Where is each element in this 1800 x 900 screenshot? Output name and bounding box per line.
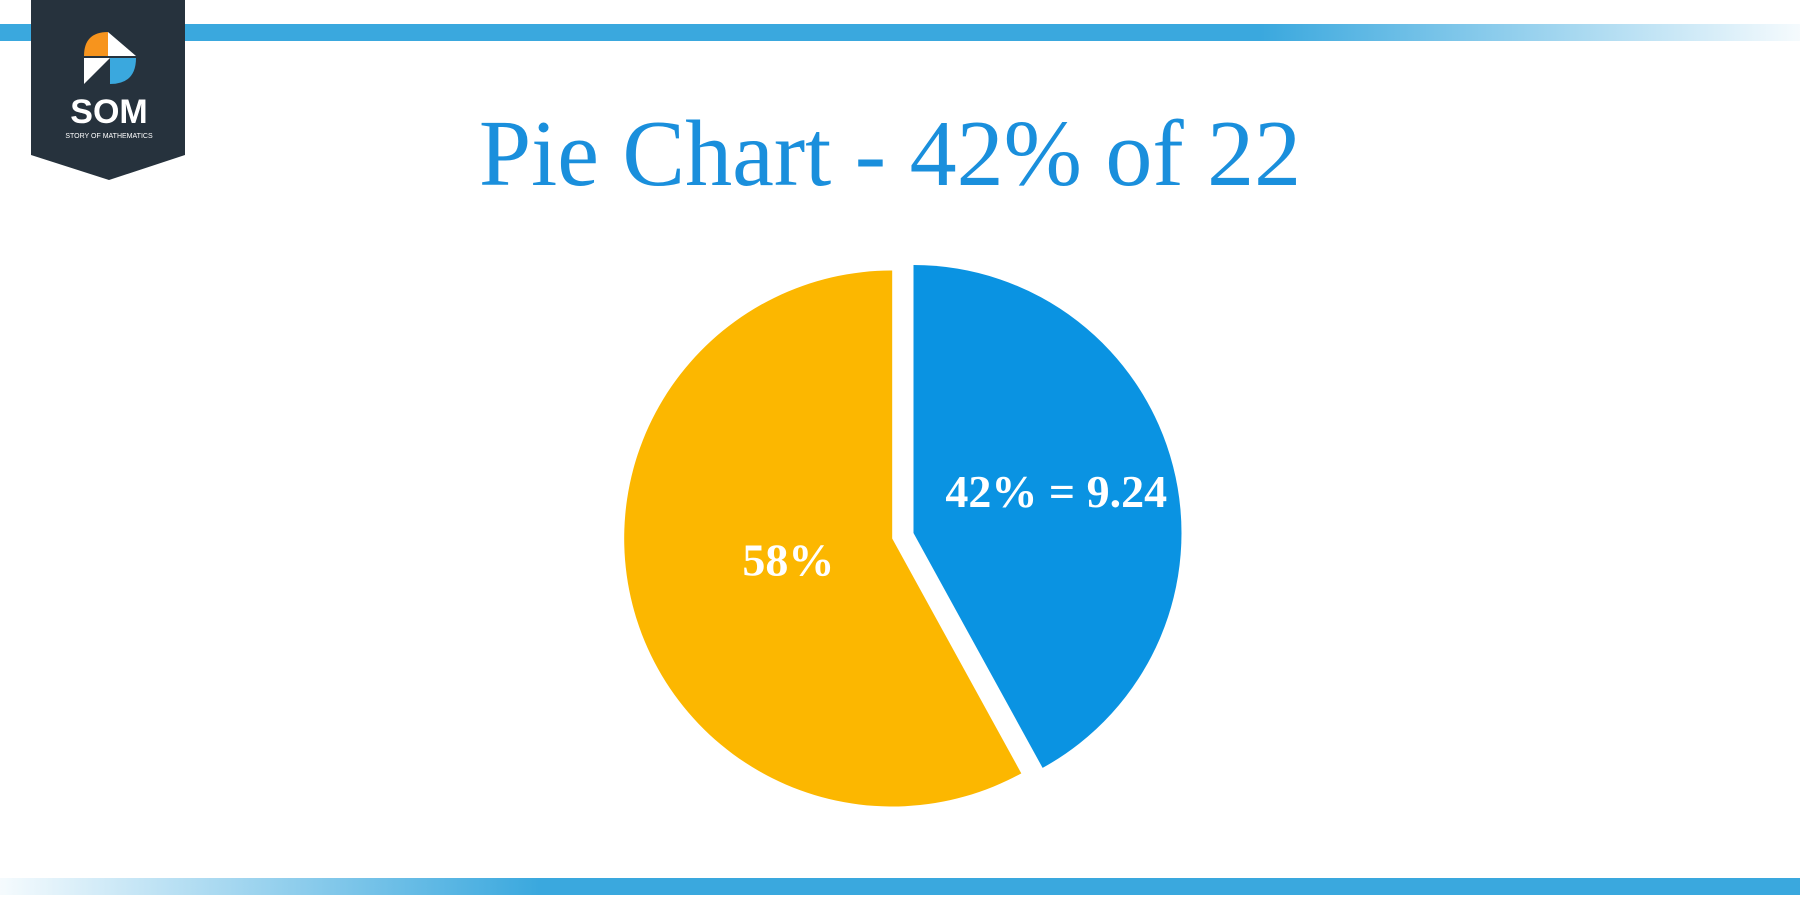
logo-tagline: STORY OF MATHEMATICS <box>65 133 153 140</box>
logo-shape <box>84 32 108 56</box>
logo-shape <box>84 58 110 84</box>
logo: SOM STORY OF MATHEMATICS <box>31 0 185 180</box>
value-label: 58% <box>742 535 834 586</box>
logo-shape <box>110 58 136 84</box>
logo-name: SOM <box>70 93 147 131</box>
top-bar <box>0 24 1800 41</box>
bottom-bar <box>0 878 1800 895</box>
logo-shape <box>108 32 136 56</box>
chart-title: Pie Chart - 42% of 22 <box>479 102 1301 206</box>
pie-slice <box>913 265 1182 768</box>
logo-badge <box>31 0 185 180</box>
pie-slice <box>624 270 1022 807</box>
value-label: 42% = 9.24 <box>945 466 1167 517</box>
